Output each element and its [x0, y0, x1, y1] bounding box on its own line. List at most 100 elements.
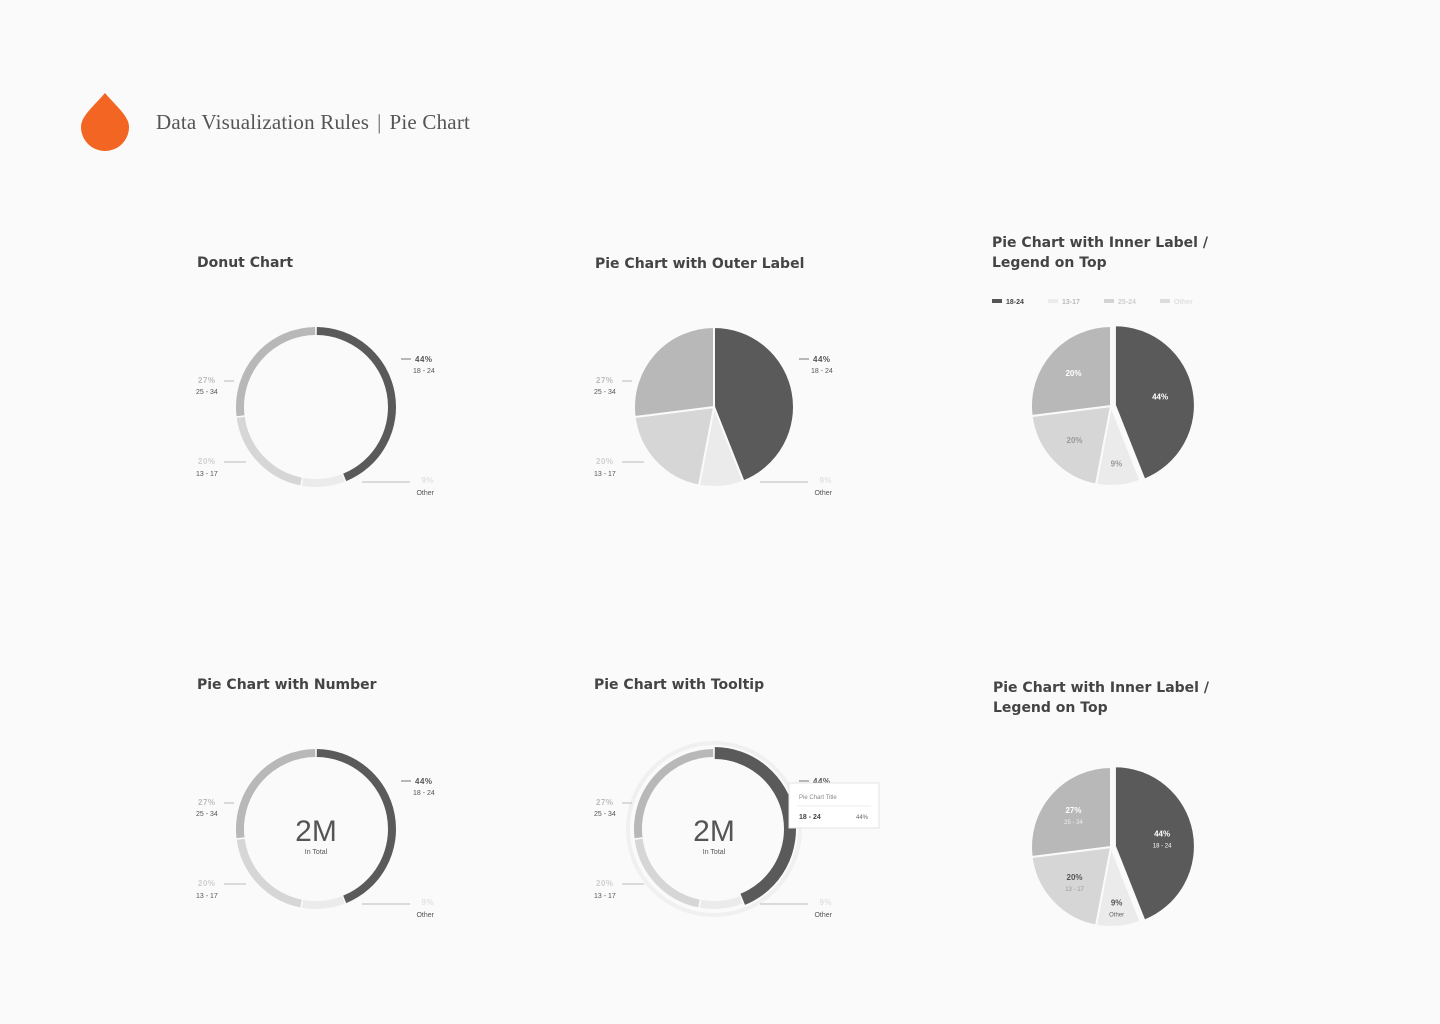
slice-percent-label: 20%: [596, 457, 614, 466]
logo-drop-icon: [81, 93, 129, 151]
slice-inner-sublabel: 18 - 24: [1153, 843, 1172, 849]
slice-percent-label: 44%: [415, 355, 433, 364]
hover-halo: [626, 741, 802, 917]
slice-category-label: 25 - 34: [196, 811, 218, 818]
legend-label: 13-17: [1062, 299, 1080, 306]
center-total-label: In Total: [703, 849, 726, 856]
slice-percent-label: 9%: [819, 898, 832, 907]
inner-label-pie-title: Pie Chart with Inner Label / Legend on T…: [993, 678, 1209, 718]
slice-category-label: Other: [416, 490, 434, 497]
slice-percent-label: 9%: [819, 476, 832, 485]
donut-segment: [316, 749, 396, 904]
slice-category-label: Other: [416, 912, 434, 919]
legend-swatch: [1048, 299, 1058, 303]
slice-category-label: 13 - 17: [594, 893, 616, 900]
slice-category-label: 18 - 24: [413, 790, 435, 797]
slice-category-label: 13 - 17: [196, 471, 218, 478]
slice-category-label: 25 - 34: [196, 389, 218, 396]
legend-label: 25-24: [1118, 299, 1136, 306]
slice-percent-label: 44%: [415, 777, 433, 786]
slice-percent-label: 9%: [421, 476, 434, 485]
tooltip-label: 18 - 24: [799, 814, 821, 821]
pie-slice: [1030, 324, 1112, 418]
donut-segment: [236, 838, 302, 908]
slice-percent-label: 44%: [813, 777, 831, 786]
donut-chart-title: Donut Chart: [197, 255, 294, 271]
slice-category-label: Other: [814, 490, 832, 497]
pie-slice: [1113, 765, 1196, 922]
page-title: Data Visualization Rules | Pie Chart: [156, 110, 470, 135]
slice-percent-label: 27%: [596, 798, 614, 807]
slice-percent-label: 20%: [198, 879, 216, 888]
slice-category-label: 13 - 17: [594, 471, 616, 478]
page-title-main: Data Visualization Rules: [156, 109, 370, 134]
slice-percent-label: 9%: [421, 898, 434, 907]
slice-percent-label: 44%: [813, 355, 831, 364]
legend-label: 18-24: [1006, 299, 1024, 306]
pie-slice: [1030, 765, 1112, 859]
slice-inner-label: 27%: [1065, 806, 1081, 815]
title-line-1: Pie Chart with Inner Label /: [993, 680, 1209, 696]
inner-label-legend-pie-title: Pie Chart with Inner Label / Legend on T…: [992, 233, 1208, 273]
pie-slice: [713, 325, 795, 483]
pie-slice: [1113, 324, 1196, 481]
slice-inner-label: 9%: [1111, 460, 1123, 469]
slice-percent-label: 27%: [596, 376, 614, 385]
pie-slice: [1030, 404, 1113, 486]
center-total-value: 2M: [693, 815, 735, 848]
legend-swatch: [1160, 299, 1170, 303]
title-line-1: Pie Chart with Inner Label /: [992, 235, 1208, 251]
legend-swatch: [1104, 299, 1114, 303]
slice-inner-label: 9%: [1111, 899, 1123, 908]
pie-slice: [1030, 845, 1113, 927]
page-header: Data Visualization Rules | Pie Chart: [80, 92, 470, 152]
donut-segment: [236, 327, 316, 417]
slice-percent-label: 20%: [596, 879, 614, 888]
donut-segment: [634, 749, 714, 839]
donut-segment: [236, 416, 302, 486]
slice-category-label: Other: [814, 912, 832, 919]
center-total-label: In Total: [305, 849, 328, 856]
tooltip-value: 44%: [856, 815, 869, 821]
title-line-2: Legend on Top: [992, 255, 1107, 271]
donut-segment: [316, 327, 396, 482]
slice-percent-label: 27%: [198, 798, 216, 807]
slice-inner-label: 20%: [1065, 369, 1081, 378]
legend-swatch: [992, 299, 1002, 303]
title-separator: |: [377, 109, 382, 134]
outer-label-pie-title: Pie Chart with Outer Label: [595, 256, 805, 272]
tooltip-title: Pie Chart Title: [799, 795, 837, 801]
title-line-2: Legend on Top: [993, 700, 1108, 716]
donut-segment: [236, 749, 316, 839]
donut-segment: [699, 896, 743, 909]
tooltip-pie-title: Pie Chart with Tooltip: [594, 677, 765, 693]
slice-category-label: 13 - 17: [196, 893, 218, 900]
center-total-value: 2M: [295, 815, 337, 848]
legend-label: Other: [1174, 299, 1193, 306]
slice-inner-label: 44%: [1152, 393, 1168, 402]
slice-category-label: 18 - 24: [413, 368, 435, 375]
slice-percent-label: 27%: [198, 376, 216, 385]
number-pie-title: Pie Chart with Number: [197, 677, 377, 693]
slice-inner-sublabel: Other: [1109, 913, 1124, 919]
slice-inner-label: 44%: [1154, 829, 1170, 838]
slice-category-label: 25 - 34: [594, 811, 616, 818]
slice-percent-label: 20%: [198, 457, 216, 466]
donut-segment: [301, 474, 345, 487]
slice-inner-sublabel: 13 - 17: [1065, 887, 1084, 893]
pie-slice: [633, 325, 715, 419]
slice-category-label: 18 - 24: [811, 368, 833, 375]
donut-segment: [301, 896, 345, 909]
donut-segment: [634, 838, 700, 908]
slice-inner-sublabel: 25 - 34: [1064, 820, 1083, 826]
slice-category-label: 25 - 34: [594, 389, 616, 396]
pie-slice: [633, 405, 716, 487]
slice-inner-label: 20%: [1067, 436, 1083, 445]
slice-inner-label: 20%: [1067, 873, 1083, 882]
